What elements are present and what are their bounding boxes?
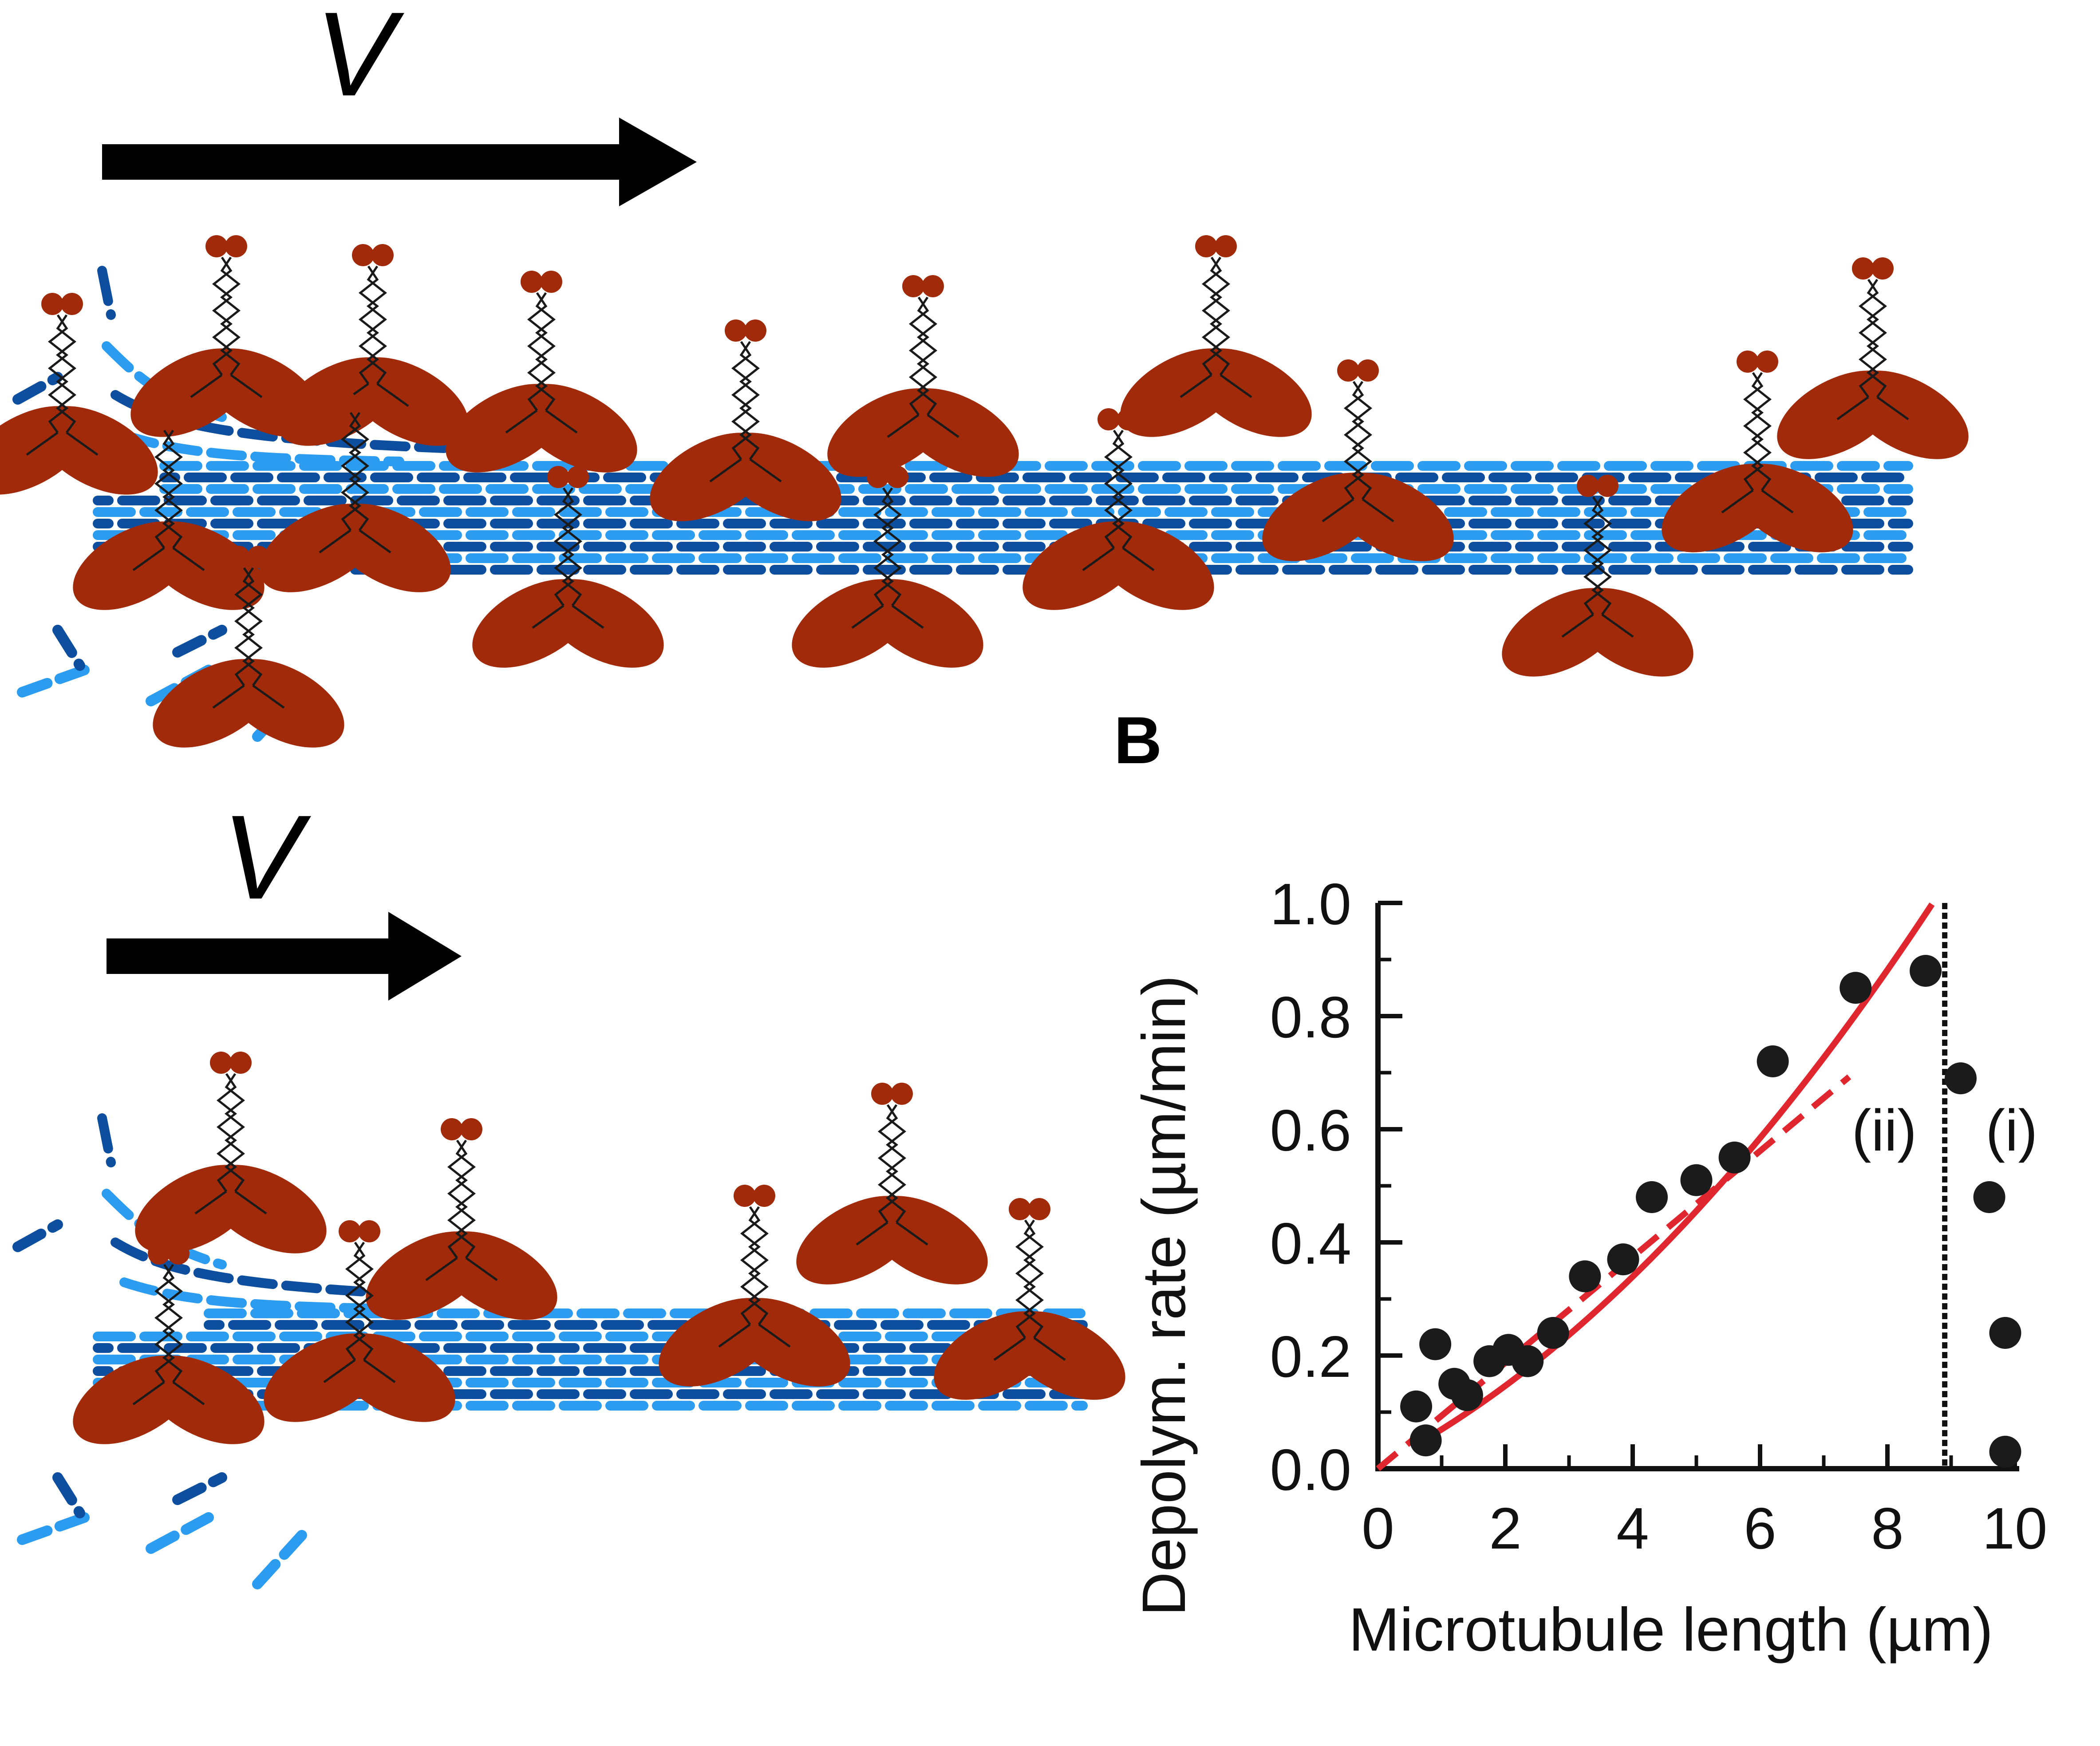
data-point	[1537, 1317, 1569, 1349]
data-point	[1419, 1328, 1452, 1360]
data-point	[1512, 1345, 1544, 1377]
x-tick-label: 10	[1982, 1496, 2048, 1561]
kinesin-motor	[1008, 408, 1228, 628]
region-label: (i)	[1986, 1098, 2037, 1163]
data-point	[1680, 1164, 1713, 1196]
top-microtubule-panel: V	[0, 0, 1983, 766]
velocity-arrow-top	[102, 118, 697, 206]
data-point	[1910, 955, 1942, 987]
data-point	[1989, 1435, 2021, 1468]
data-point	[1451, 1379, 1483, 1411]
data-point	[1569, 1260, 1601, 1293]
kinesin-motor	[1106, 235, 1326, 455]
x-tick-label: 2	[1489, 1496, 1521, 1561]
data-point	[1973, 1181, 2005, 1213]
panel-label: B	[1114, 703, 1162, 777]
kinesin-motor	[263, 244, 483, 464]
data-point	[1989, 1317, 2021, 1349]
data-point	[1409, 1424, 1442, 1457]
panel-b-chart: B 0.0 0.2 0.4 0.6 0.8 1.0 0 2 4 6 8 10 (ii) (i) Depo…	[1114, 703, 2047, 1664]
data-point	[1636, 1181, 1668, 1213]
kinesin-motor	[1763, 257, 1983, 477]
data-point	[1839, 972, 1872, 1004]
y-tick-label: 0.8	[1270, 985, 1352, 1050]
y-tick-label: 0.0	[1270, 1437, 1352, 1502]
x-tick-label: 4	[1616, 1496, 1649, 1561]
data-point	[1607, 1243, 1639, 1276]
data-point	[1945, 1062, 1977, 1095]
y-tick-label: 0.4	[1270, 1211, 1352, 1276]
kinesin-motor	[431, 271, 651, 491]
y-tick-label: 1.0	[1270, 871, 1352, 937]
velocity-label-bottom: V	[222, 791, 312, 924]
velocity-label-top: V	[315, 0, 405, 121]
x-tick-label: 6	[1744, 1496, 1776, 1561]
kinesin-motor	[121, 1052, 341, 1272]
region-label: (ii)	[1852, 1098, 1917, 1163]
data-point	[1718, 1141, 1751, 1174]
velocity-arrow-bottom	[107, 912, 462, 1001]
x-tick-label: 0	[1362, 1496, 1394, 1561]
data-point	[1757, 1045, 1789, 1077]
fit-line-dashed	[1376, 1074, 1851, 1471]
plot-area: 0.0 0.2 0.4 0.6 0.8 1.0 0 2 4 6 8 10 (ii) (i)	[1270, 871, 2048, 1561]
bottom-microtubule-panel: V	[12, 791, 1140, 1589]
y-axis-title: Depolym. rate (µm/min)	[1130, 975, 1198, 1616]
x-axis-title: Microtubule length (µm)	[1349, 1596, 1993, 1664]
kinesin-motor	[782, 1083, 1002, 1303]
kinesin-motor	[636, 319, 856, 540]
x-tick-label: 8	[1871, 1496, 1903, 1561]
microtubule-lattice-bottom	[12, 1113, 1088, 1589]
kinesin-motor	[351, 1118, 572, 1338]
fit-line-solid	[1414, 903, 1935, 1448]
data-point	[1400, 1390, 1433, 1423]
y-tick-label: 0.2	[1270, 1324, 1352, 1389]
kinesin-motors-bottom	[59, 1052, 1140, 1462]
y-tick-label: 0.6	[1270, 1098, 1352, 1163]
